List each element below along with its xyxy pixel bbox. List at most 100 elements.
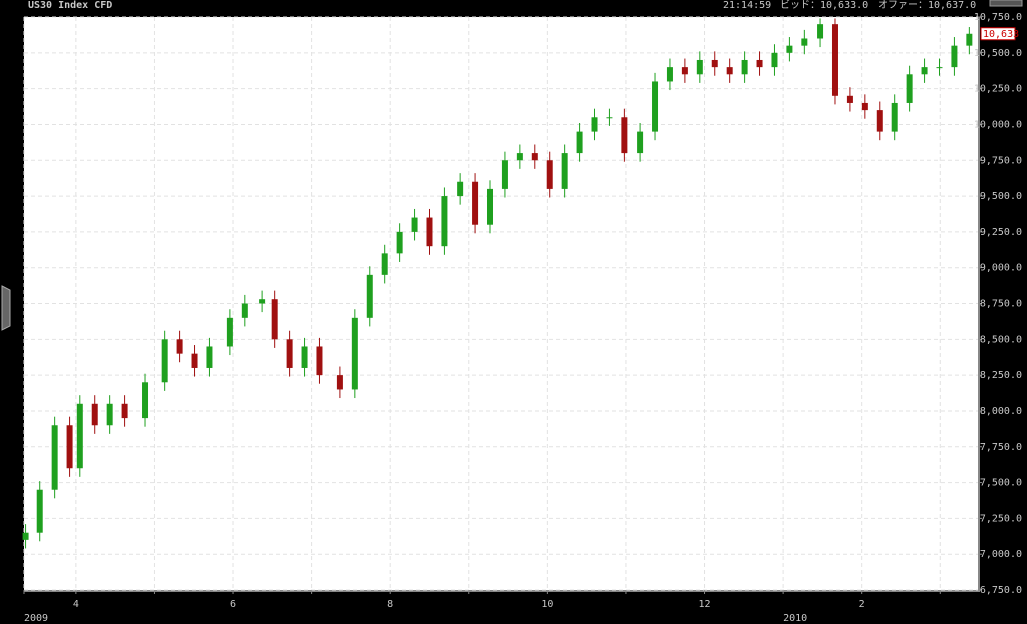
axis-border	[24, 590, 980, 592]
y-tick-label: 7,500.0	[980, 478, 1022, 489]
candle-body	[891, 102, 898, 132]
candle-body	[546, 160, 553, 189]
candle-body	[531, 153, 538, 161]
candle-body	[142, 382, 149, 419]
candle-body	[606, 117, 613, 119]
candle-body	[741, 59, 748, 75]
last-price-label: 10,633	[983, 29, 1019, 40]
candle-body	[756, 59, 763, 68]
candle-body	[921, 67, 928, 75]
y-tick-label: 7,750.0	[980, 442, 1022, 453]
candle-body	[711, 59, 718, 68]
candle-body	[681, 67, 688, 75]
offer: オファー：10,637.0	[878, 0, 976, 11]
y-tick-label: 6,750.0	[980, 585, 1022, 596]
candle-body	[846, 95, 853, 103]
candle-body	[486, 188, 493, 225]
y-tick-label: 10,750.0	[974, 12, 1022, 23]
candle-body	[771, 52, 778, 68]
candle-body	[226, 317, 233, 347]
candle-body	[666, 67, 673, 82]
axis-border	[978, 17, 980, 592]
bid: ビッド：10,633.0	[780, 0, 868, 11]
candle-body	[381, 253, 388, 275]
candle-body	[516, 153, 523, 161]
x-tick-label: 12	[699, 599, 711, 610]
candle-body	[472, 181, 479, 225]
candle-body	[861, 102, 868, 111]
candle-body	[286, 339, 293, 368]
x-tick-label: 4	[73, 599, 79, 610]
y-tick-label: 10,000.0	[974, 119, 1022, 130]
candle-body	[501, 160, 508, 189]
x-tick-label: 2010	[783, 613, 807, 624]
y-tick-label: 9,500.0	[980, 191, 1022, 202]
candle-body	[561, 153, 568, 189]
candle-body	[241, 303, 248, 318]
candle-body	[726, 67, 733, 75]
instrument-title: US30 Index CFD	[28, 0, 112, 11]
candle-body	[906, 74, 913, 103]
candle-body	[176, 339, 183, 354]
last-price-box	[980, 27, 1016, 41]
candle-body	[271, 299, 278, 340]
candle-body	[259, 299, 266, 304]
candle-body	[161, 339, 168, 383]
candle-body	[36, 489, 43, 533]
y-tick-label: 7,250.0	[980, 513, 1022, 524]
candle-body	[396, 231, 403, 254]
x-tick-label: 2009	[24, 613, 48, 624]
candle-body	[637, 131, 644, 154]
candle-body	[786, 45, 793, 53]
candle-body	[121, 403, 128, 419]
y-tick-label: 7,000.0	[980, 549, 1022, 560]
candle-body	[206, 346, 213, 368]
candle-body	[817, 24, 824, 39]
y-tick-label: 8,250.0	[980, 370, 1022, 381]
candle-body	[336, 375, 343, 390]
y-tick-label: 8,000.0	[980, 406, 1022, 417]
y-tick-label: 10,500.0	[974, 48, 1022, 59]
y-tick-label: 8,750.0	[980, 299, 1022, 310]
candle-body	[966, 33, 973, 46]
candle-body	[801, 38, 808, 46]
y-tick-label: 10,250.0	[974, 84, 1022, 95]
y-tick-label: 9,000.0	[980, 263, 1022, 274]
y-tick-label: 9,250.0	[980, 227, 1022, 238]
candle-body	[316, 346, 323, 376]
candle-body	[951, 45, 958, 68]
candle-body	[457, 181, 464, 197]
side-handle[interactable]	[1, 285, 11, 331]
candle-body	[621, 117, 628, 154]
candle-body	[366, 274, 373, 318]
candle-body	[591, 117, 598, 132]
candle-body	[576, 131, 583, 154]
candle-body	[301, 346, 308, 368]
candle-body	[831, 24, 838, 96]
candle-body	[66, 425, 73, 469]
close-button[interactable]	[989, 0, 1023, 7]
x-tick-label: 6	[230, 599, 236, 610]
candle-body	[191, 353, 198, 368]
candle-body	[351, 317, 358, 390]
candle-body	[441, 196, 448, 247]
y-tick-label: 8,500.0	[980, 334, 1022, 345]
y-tick-label: 9,750.0	[980, 155, 1022, 166]
candle-body	[426, 217, 433, 247]
x-tick-label: 10	[541, 599, 553, 610]
candle-body	[936, 67, 943, 69]
candle-body	[696, 59, 703, 75]
candle-body	[91, 403, 98, 426]
x-tick-label: 2	[859, 599, 865, 610]
candle-body	[22, 532, 29, 540]
clock: 21:14:59	[723, 0, 771, 11]
x-tick-label: 8	[387, 599, 393, 610]
candle-body	[51, 425, 58, 490]
candle-body	[652, 81, 659, 132]
candle-body	[411, 217, 418, 232]
candle-body	[76, 403, 83, 469]
candle-body	[106, 403, 113, 426]
candle-body	[876, 110, 883, 132]
